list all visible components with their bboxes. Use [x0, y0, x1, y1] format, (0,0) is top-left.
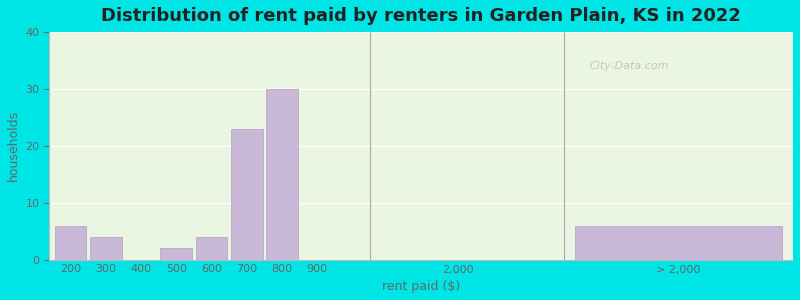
- Bar: [196, 237, 227, 260]
- Text: City-Data.com: City-Data.com: [590, 61, 669, 71]
- X-axis label: rent paid ($): rent paid ($): [382, 280, 460, 293]
- Bar: [90, 237, 122, 260]
- Bar: [160, 248, 192, 260]
- Title: Distribution of rent paid by renters in Garden Plain, KS in 2022: Distribution of rent paid by renters in …: [102, 7, 741, 25]
- Bar: [231, 129, 262, 260]
- Bar: [266, 89, 298, 260]
- Bar: [54, 226, 86, 260]
- Bar: [574, 226, 782, 260]
- Y-axis label: households: households: [7, 110, 20, 182]
